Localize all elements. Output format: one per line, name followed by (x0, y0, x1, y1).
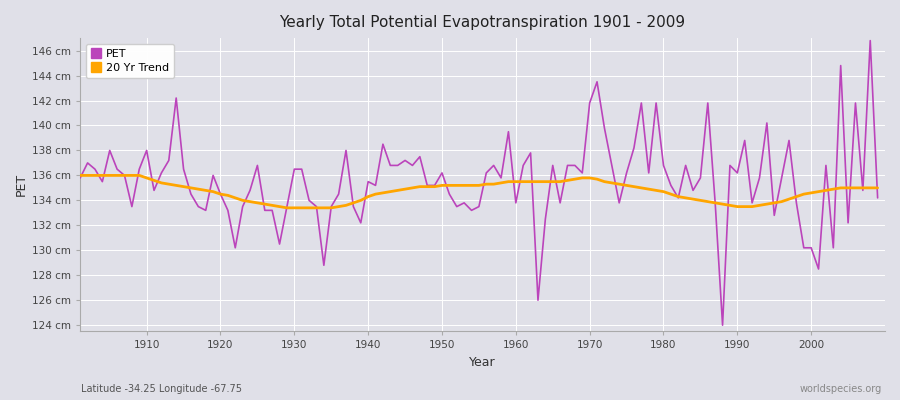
Text: worldspecies.org: worldspecies.org (800, 384, 882, 394)
Legend: PET, 20 Yr Trend: PET, 20 Yr Trend (86, 44, 175, 78)
Y-axis label: PET: PET (15, 173, 28, 196)
Title: Yearly Total Potential Evapotranspiration 1901 - 2009: Yearly Total Potential Evapotranspiratio… (280, 15, 686, 30)
Text: Latitude -34.25 Longitude -67.75: Latitude -34.25 Longitude -67.75 (81, 384, 242, 394)
X-axis label: Year: Year (469, 356, 496, 369)
